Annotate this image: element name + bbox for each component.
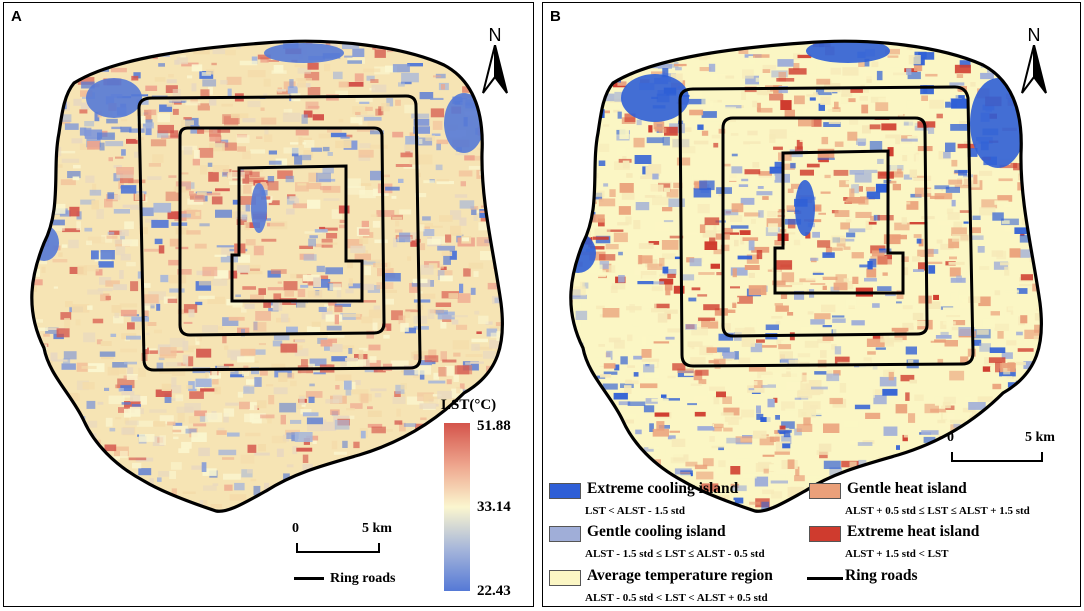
ring-roads-label: Ring roads	[330, 571, 396, 586]
colorbar-title: LST(°C)	[441, 397, 497, 413]
panel-b: B N 0 5 km Extreme cooling island LST < …	[542, 2, 1081, 607]
legend-label-extreme-heat: Extreme heat island	[847, 523, 980, 540]
legend-label-extreme-cooling: Extreme cooling island	[587, 480, 739, 497]
north-arrow: N	[475, 25, 515, 95]
legend-rule-extreme-heat: ALST + 1.5 std < LST	[845, 548, 949, 560]
panel-label: B	[550, 8, 561, 25]
legend-swatch-gentle-cooling	[549, 526, 581, 542]
legend-label-gentle-cooling: Gentle cooling island	[587, 523, 726, 540]
north-letter: N	[488, 25, 502, 45]
north-arrow-icon	[482, 45, 508, 94]
ring-roads-label: Ring roads	[845, 567, 918, 584]
scale-bar-line	[951, 452, 1043, 462]
legend-rule-average: ALST - 0.5 std < LST < ALST + 0.5 std	[585, 592, 768, 604]
colorbar-max: 51.88	[477, 418, 511, 434]
scale-zero: 0	[292, 521, 299, 536]
ring-road-line	[294, 577, 324, 581]
legend-swatch-average	[549, 570, 581, 586]
lst-map-b	[569, 39, 1044, 513]
legend-rule-gentle-heat: ALST + 0.5 std ≤ LST ≤ ALST + 1.5 std	[845, 505, 1030, 517]
legend-swatch-gentle-heat	[809, 483, 841, 499]
legend-swatch-extreme-heat	[809, 526, 841, 542]
colorbar-mid: 33.14	[477, 499, 511, 515]
panel-a: A N 0 5 km Ring roads LST(°C) 51.88 33.1…	[3, 2, 534, 607]
legend-rule-extreme-cooling: LST < ALST - 1.5 std	[585, 505, 686, 517]
scale-five: 5 km	[362, 521, 392, 536]
scale-five: 5 km	[1025, 430, 1055, 445]
panel-label: A	[11, 8, 22, 25]
north-arrow-icon	[1021, 45, 1047, 94]
north-arrow: N	[1014, 25, 1054, 95]
ring-road-line	[807, 577, 843, 580]
scale-bar-line	[296, 543, 380, 553]
legend-swatch-extreme-cooling	[549, 483, 581, 499]
colorbar-min: 22.43	[477, 583, 511, 599]
legend-label-gentle-heat: Gentle heat island	[847, 480, 967, 497]
ring-roads-legend: Ring roads	[294, 571, 395, 587]
scale-zero: 0	[947, 430, 954, 445]
legend-rule-gentle-cooling: ALST - 1.5 std ≤ LST ≤ ALST - 0.5 std	[585, 548, 765, 560]
legend-label-average: Average temperature region	[587, 567, 773, 584]
north-letter: N	[1027, 25, 1041, 45]
colorbar	[444, 423, 470, 591]
